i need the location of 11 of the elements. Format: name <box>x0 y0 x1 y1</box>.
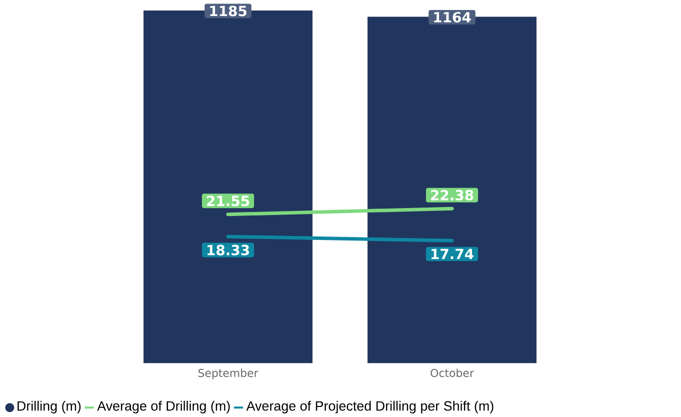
data-label: 21.55 <box>207 196 250 206</box>
legend-label: Drilling (m) <box>18 400 81 414</box>
data-label: 18.33 <box>208 244 249 256</box>
data-label: 1164 <box>434 12 471 22</box>
legend-label: Average of Projected Drilling per Shift (m) <box>246 400 494 414</box>
data-label: 17.74 <box>432 248 474 259</box>
legend-label: Average of Drilling (m) <box>97 400 230 414</box>
data-label: 1185 <box>210 6 246 16</box>
data-label: 22.38 <box>431 190 474 200</box>
x-tick-label: October <box>430 368 474 378</box>
x-tick-label: September <box>198 368 258 380</box>
